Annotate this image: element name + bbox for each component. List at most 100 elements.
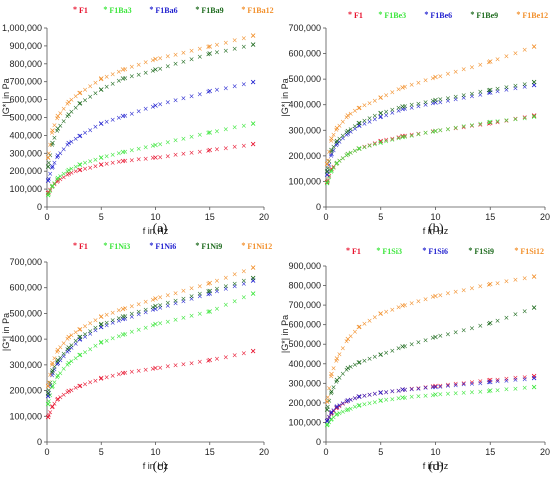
data-point: × — [477, 61, 483, 69]
data-point: × — [461, 94, 467, 102]
data-point: × — [92, 324, 98, 332]
data-point: × — [389, 109, 395, 117]
data-point: × — [430, 128, 436, 136]
data-point: × — [409, 131, 415, 139]
data-point: × — [122, 312, 128, 320]
data-point: × — [340, 400, 346, 408]
data-point: × — [54, 356, 61, 365]
data-point: × — [82, 380, 88, 388]
data-point: × — [110, 335, 116, 343]
data-point: × — [232, 280, 238, 288]
data-point: × — [52, 366, 58, 374]
data-point: × — [54, 361, 60, 369]
data-point: × — [333, 160, 339, 168]
data-point: × — [495, 387, 501, 395]
data-point: × — [377, 309, 384, 318]
data-point: × — [52, 379, 58, 387]
data-point: × — [331, 384, 337, 392]
data-point: × — [206, 307, 213, 316]
data-point: × — [445, 126, 451, 134]
data-point: × — [461, 123, 467, 131]
data-point: × — [64, 100, 70, 108]
data-point: × — [250, 289, 257, 298]
data-point: × — [345, 396, 352, 405]
data-point: × — [197, 282, 203, 290]
data-point: × — [328, 370, 335, 379]
data-point: × — [348, 149, 354, 157]
data-point: × — [116, 150, 122, 158]
chart-panel-a: 0 100,000 200,000 300,000 400,000 500,000 600,… — [1, 5, 274, 236]
data-point: × — [340, 135, 346, 143]
data-point: × — [461, 66, 467, 74]
data-point: × — [57, 122, 63, 130]
data-point: × — [157, 140, 163, 148]
data-point: × — [372, 140, 378, 148]
y-tick-label: 400,000 — [288, 359, 321, 369]
data-point: × — [61, 170, 67, 178]
data-point: × — [205, 290, 211, 298]
data-point: × — [340, 370, 346, 378]
data-point: × — [495, 378, 501, 386]
data-point: × — [181, 360, 187, 368]
data-point: × — [357, 122, 363, 130]
data-point: × — [250, 140, 256, 148]
data-point: × — [45, 381, 52, 390]
data-point: × — [122, 148, 128, 156]
data-point: × — [396, 86, 402, 94]
data-point: × — [129, 313, 135, 321]
data-point: × — [173, 289, 179, 297]
x-axis-label: f in Hz — [423, 226, 449, 236]
data-point: × — [49, 141, 55, 149]
data-point: × — [165, 53, 171, 61]
data-point: × — [361, 392, 367, 400]
data-point: × — [352, 147, 358, 155]
data-point: × — [495, 279, 501, 287]
data-point: × — [47, 408, 53, 416]
data-point: × — [45, 191, 51, 199]
data-point: × — [241, 267, 247, 275]
data-point: × — [461, 326, 467, 334]
data-point: × — [52, 354, 58, 362]
data-point: × — [129, 302, 135, 310]
data-point: × — [82, 86, 88, 94]
data-point: × — [423, 99, 429, 107]
data-point: × — [45, 189, 52, 198]
data-point: × — [49, 361, 55, 369]
data-point: × — [82, 97, 88, 105]
data-point: × — [136, 367, 142, 375]
data-point: × — [389, 395, 395, 403]
data-point: × — [206, 146, 213, 155]
data-point: × — [336, 157, 342, 165]
data-point: × — [522, 80, 528, 88]
data-point: × — [54, 358, 61, 367]
data-point: × — [52, 179, 58, 187]
data-point: × — [326, 397, 332, 405]
data-point: × — [325, 167, 331, 175]
data-point: × — [477, 377, 483, 385]
data-point: × — [150, 306, 156, 314]
data-point: × — [173, 151, 179, 159]
data-point: × — [486, 120, 492, 128]
data-point: × — [328, 410, 334, 418]
data-point: × — [328, 387, 335, 396]
data-point: × — [437, 127, 443, 135]
data-point: × — [409, 341, 415, 349]
data-point: × — [355, 103, 362, 112]
data-point: × — [396, 395, 402, 403]
legend-entry: F1 — [354, 11, 363, 20]
data-point: × — [437, 72, 443, 80]
data-point: × — [531, 78, 538, 87]
data-point: × — [331, 143, 337, 151]
data-point: × — [206, 279, 213, 288]
data-point: × — [503, 84, 509, 92]
data-point: × — [531, 373, 538, 382]
legend-entry: F1Si3 — [382, 247, 402, 256]
legend-marker: * — [468, 246, 472, 255]
data-point: × — [324, 160, 331, 169]
data-point: × — [45, 399, 52, 408]
data-point: × — [173, 60, 179, 68]
y-tick-label: 300,000 — [288, 378, 321, 388]
data-point: × — [345, 334, 352, 343]
data-point: × — [205, 129, 211, 137]
data-point: × — [165, 152, 171, 160]
